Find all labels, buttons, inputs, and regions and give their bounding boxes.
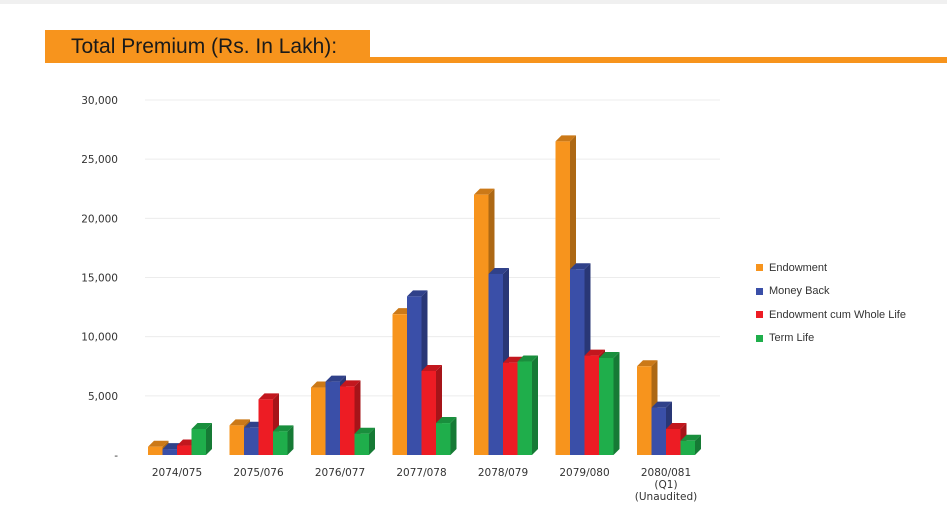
chart-title: Total Premium (Rs. In Lakh): bbox=[45, 30, 370, 63]
legend-swatch bbox=[756, 311, 763, 319]
y-tick-label: 5,000 bbox=[88, 391, 118, 403]
bar bbox=[517, 355, 538, 455]
x-tick-label: 2078/079 bbox=[478, 467, 528, 479]
legend-item: Endowment cum Whole Life bbox=[756, 303, 906, 327]
legend-item: Money Back bbox=[756, 280, 906, 304]
top-divider bbox=[0, 0, 947, 4]
y-tick-label: - bbox=[114, 450, 118, 462]
x-tick-label: 2074/075 bbox=[152, 467, 202, 479]
bar bbox=[354, 427, 375, 455]
legend-swatch bbox=[756, 264, 763, 272]
legend-label: Term Life bbox=[769, 332, 815, 345]
y-tick-label: 30,000 bbox=[81, 95, 118, 107]
y-tick-label: 15,000 bbox=[81, 273, 118, 285]
bar bbox=[436, 417, 457, 455]
bar bbox=[570, 263, 591, 455]
y-axis-ticks: - 5,000 10,000 15,000 20,000 25,000 30,000 bbox=[81, 95, 118, 462]
bar bbox=[273, 425, 294, 455]
bar bbox=[191, 422, 212, 455]
x-tick-label: (Unaudited) bbox=[635, 491, 697, 503]
legend-swatch bbox=[756, 334, 763, 342]
legend: Endowment Money Back Endowment cum Whole L… bbox=[756, 256, 906, 350]
legend-label: Money Back bbox=[769, 285, 830, 298]
bars bbox=[148, 135, 701, 455]
x-tick-label: (Q1) bbox=[654, 479, 677, 491]
bar bbox=[680, 434, 701, 455]
y-tick-label: 10,000 bbox=[81, 332, 118, 344]
x-tick-label: 2075/076 bbox=[233, 467, 284, 479]
legend-swatch bbox=[756, 287, 763, 295]
title-rule bbox=[370, 57, 947, 63]
x-tick-label: 2077/078 bbox=[396, 467, 446, 479]
x-tick-label: 2076/077 bbox=[315, 467, 365, 479]
legend-item: Endowment bbox=[756, 256, 906, 280]
gridlines bbox=[145, 99, 720, 397]
y-tick-label: 25,000 bbox=[81, 154, 118, 166]
legend-label: Endowment bbox=[769, 261, 828, 274]
legend-item: Term Life bbox=[756, 327, 906, 351]
legend-label: Endowment cum Whole Life bbox=[769, 308, 906, 321]
bar bbox=[599, 351, 620, 455]
y-tick-label: 20,000 bbox=[81, 213, 118, 225]
x-tick-label: 2080/081 bbox=[641, 467, 691, 479]
x-axis-ticks: 2074/075 2075/076 2076/077 2077/078 2078/079… bbox=[152, 467, 697, 503]
x-tick-label: 2079/080 bbox=[559, 467, 609, 479]
